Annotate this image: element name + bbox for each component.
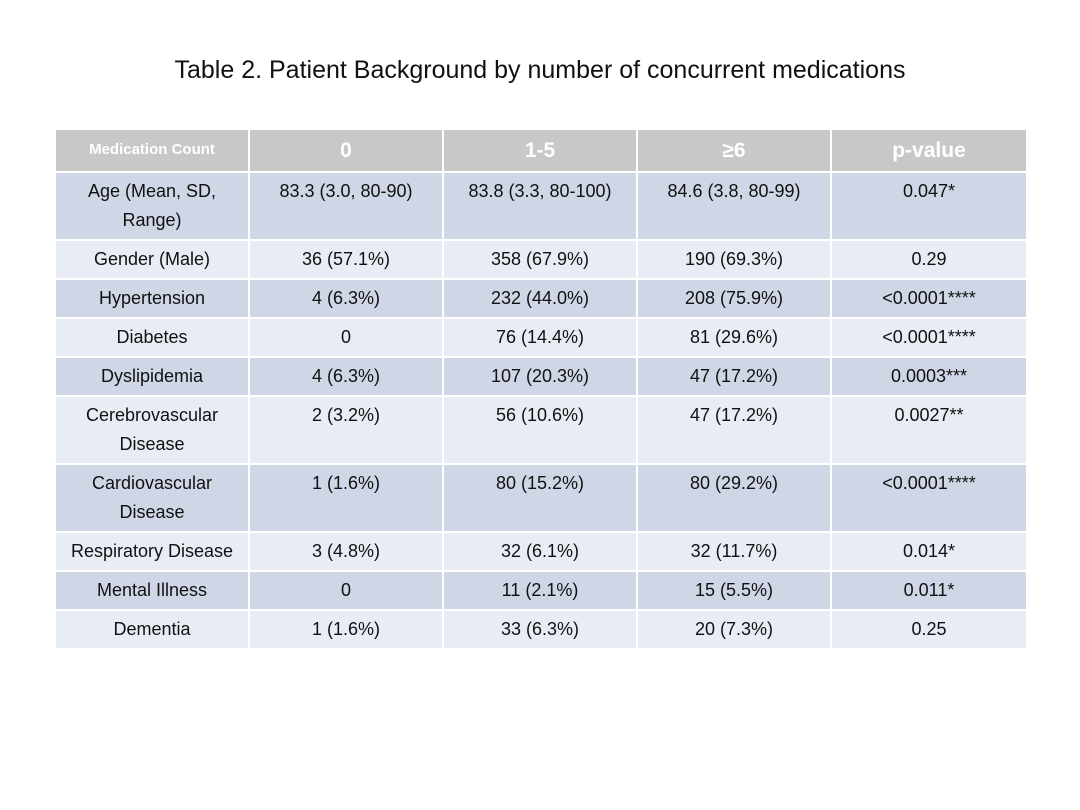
row-label-cell: Cardiovascular Disease	[54, 463, 250, 533]
row-label-cell: Cerebrovascular Disease	[54, 395, 250, 465]
count-0-cell: 36 (57.1%)	[248, 239, 444, 280]
header-medication-count: Medication Count	[54, 128, 250, 173]
page-title: Table 2. Patient Background by number of…	[174, 56, 906, 84]
p-value-cell: <0.0001****	[830, 463, 1028, 533]
p-value-cell: 0.29	[830, 239, 1028, 280]
count-1-5-cell: 11 (2.1%)	[442, 570, 638, 611]
count-6-plus-cell: 81 (29.6%)	[636, 317, 832, 358]
count-6-plus-cell: 208 (75.9%)	[636, 278, 832, 319]
count-0-cell: 4 (6.3%)	[248, 356, 444, 397]
p-value-cell: 0.011*	[830, 570, 1028, 611]
table-row: Gender (Male) 36 (57.1%) 358 (67.9%) 190 (6…	[54, 239, 1028, 280]
table-header-row: Medication Count 0 1-5 ≥6 p-value	[54, 128, 1028, 173]
count-0-cell: 1 (1.6%)	[248, 463, 444, 533]
header-p-value: p-value	[830, 128, 1028, 173]
count-0-cell: 4 (6.3%)	[248, 278, 444, 319]
count-1-5-cell: 32 (6.1%)	[442, 531, 638, 572]
row-label-cell: Hypertension	[54, 278, 250, 319]
p-value-cell: 0.0003***	[830, 356, 1028, 397]
count-1-5-cell: 358 (67.9%)	[442, 239, 638, 280]
row-label-cell: Diabetes	[54, 317, 250, 358]
count-0-cell: 2 (3.2%)	[248, 395, 444, 465]
table-row: Age (Mean, SD, Range) 83.3 (3.0, 80-90) 83…	[54, 171, 1028, 241]
count-6-plus-cell: 47 (17.2%)	[636, 395, 832, 465]
count-1-5-cell: 107 (20.3%)	[442, 356, 638, 397]
p-value-cell: <0.0001****	[830, 278, 1028, 319]
row-label-cell: Age (Mean, SD, Range)	[54, 171, 250, 241]
p-value-cell: 0.0027**	[830, 395, 1028, 465]
count-1-5-cell: 33 (6.3%)	[442, 609, 638, 650]
count-1-5-cell: 76 (14.4%)	[442, 317, 638, 358]
count-0-cell: 83.3 (3.0, 80-90)	[248, 171, 444, 241]
row-label-cell: Dyslipidemia	[54, 356, 250, 397]
table-row: Diabetes 0 76 (14.4%) 81 (29.6%) <0.0001****	[54, 317, 1028, 358]
header-count-0: 0	[248, 128, 444, 173]
count-1-5-cell: 80 (15.2%)	[442, 463, 638, 533]
count-6-plus-cell: 15 (5.5%)	[636, 570, 832, 611]
count-1-5-cell: 56 (10.6%)	[442, 395, 638, 465]
row-label-cell: Respiratory Disease	[54, 531, 250, 572]
count-1-5-cell: 232 (44.0%)	[442, 278, 638, 319]
table-row: Cardiovascular Disease 1 (1.6%) 80 (15.2%)…	[54, 463, 1028, 533]
count-6-plus-cell: 190 (69.3%)	[636, 239, 832, 280]
count-6-plus-cell: 32 (11.7%)	[636, 531, 832, 572]
count-6-plus-cell: 80 (29.2%)	[636, 463, 832, 533]
count-1-5-cell: 83.8 (3.3, 80-100)	[442, 171, 638, 241]
count-6-plus-cell: 84.6 (3.8, 80-99)	[636, 171, 832, 241]
p-value-cell: 0.014*	[830, 531, 1028, 572]
header-count-6-plus: ≥6	[636, 128, 832, 173]
table-row: Cerebrovascular Disease 2 (3.2%) 56 (10.6%…	[54, 395, 1028, 465]
count-0-cell: 0	[248, 570, 444, 611]
table-row: Respiratory Disease 3 (4.8%) 32 (6.1%) 32 (…	[54, 531, 1028, 572]
count-0-cell: 1 (1.6%)	[248, 609, 444, 650]
patient-background-table: Medication Count 0 1-5 ≥6 p-value Age (M…	[54, 128, 1028, 650]
row-label-cell: Mental Illness	[54, 570, 250, 611]
count-6-plus-cell: 47 (17.2%)	[636, 356, 832, 397]
header-count-1-5: 1-5	[442, 128, 638, 173]
count-0-cell: 3 (4.8%)	[248, 531, 444, 572]
table-row: Mental Illness 0 11 (2.1%) 15 (5.5%) 0.011*	[54, 570, 1028, 611]
table-row: Hypertension 4 (6.3%) 232 (44.0%) 208 (75.9…	[54, 278, 1028, 319]
p-value-cell: 0.25	[830, 609, 1028, 650]
count-6-plus-cell: 20 (7.3%)	[636, 609, 832, 650]
p-value-cell: <0.0001****	[830, 317, 1028, 358]
row-label-cell: Gender (Male)	[54, 239, 250, 280]
count-0-cell: 0	[248, 317, 444, 358]
table-row: Dyslipidemia 4 (6.3%) 107 (20.3%) 47 (17.2%…	[54, 356, 1028, 397]
table-row: Dementia 1 (1.6%) 33 (6.3%) 20 (7.3%) 0.25	[54, 609, 1028, 650]
p-value-cell: 0.047*	[830, 171, 1028, 241]
row-label-cell: Dementia	[54, 609, 250, 650]
